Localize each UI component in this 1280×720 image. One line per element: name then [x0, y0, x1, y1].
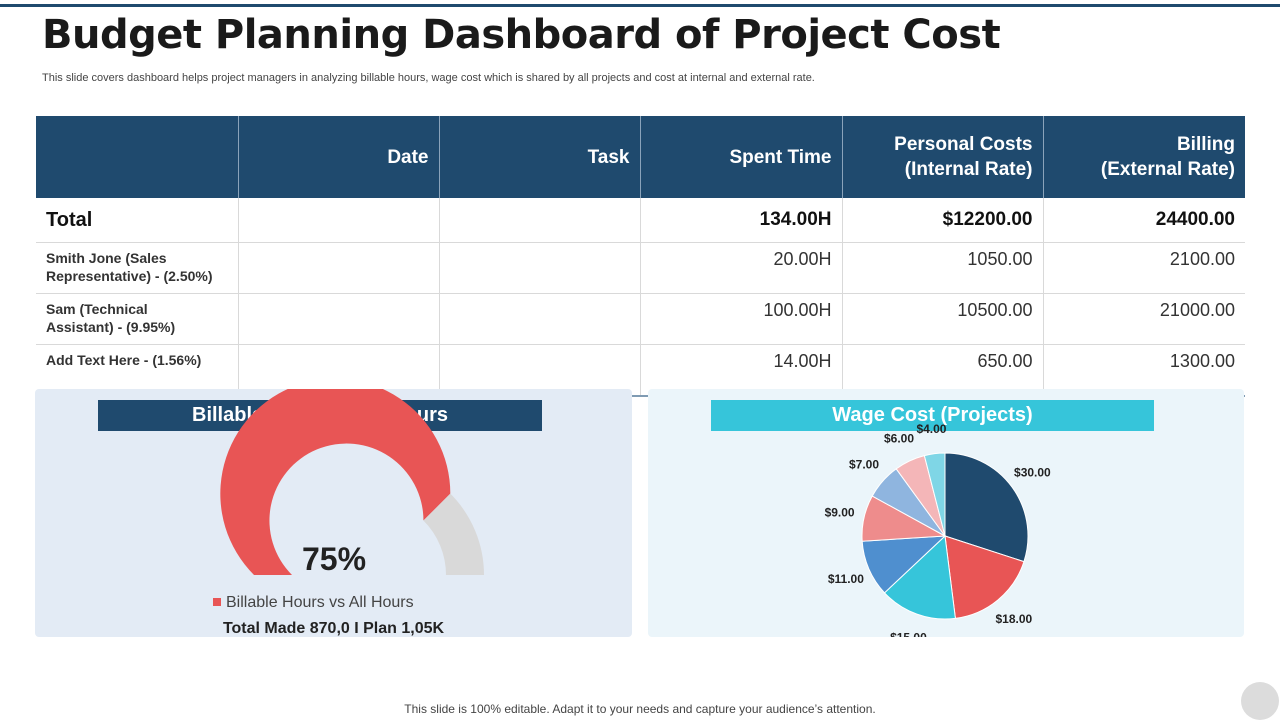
pie-slice	[883, 534, 956, 620]
row-name: Add Text Here - (1.56%)	[36, 344, 239, 397]
gauge-chart	[220, 389, 484, 575]
total-task	[439, 198, 641, 243]
pie-data-label: $11.00	[828, 572, 864, 586]
pie-chart: $30.00 $18.00 $15.00 $11.00 $9.00 $7.00 $6.00$…	[825, 422, 1051, 637]
table-row: Sam (Technical Assistant) - (9.95%) 100.0…	[36, 293, 1245, 345]
total-external-billing: 24400.00	[1043, 198, 1245, 243]
page-subtitle: This slide covers dashboard helps projec…	[42, 72, 815, 84]
row-date	[238, 242, 440, 294]
pie-panel-title: Wage Cost (Projects)	[711, 400, 1154, 431]
row-external-billing: 1300.00	[1043, 344, 1245, 397]
column-header	[36, 116, 239, 198]
table-header-row: Date Task Spent Time Personal Costs (Interna…	[36, 116, 1245, 198]
row-task	[439, 293, 641, 345]
pie-data-label: $18.00	[995, 612, 1032, 626]
table-row: Add Text Here - (1.56%) 14.00H 650.00 13…	[36, 344, 1245, 397]
pie-slice	[944, 452, 1029, 563]
pie-data-label: $9.00	[825, 505, 855, 519]
gauge-value-label: 75%	[301, 541, 367, 577]
column-header: Personal Costs (Internal Rate)	[842, 116, 1044, 198]
legend-swatch	[213, 598, 221, 606]
column-header: Billing (External Rate)	[1043, 116, 1245, 198]
pie-slice	[944, 535, 1025, 619]
page-title: Budget Planning Dashboard of Project Cos…	[42, 12, 1001, 58]
total-label: Total	[36, 198, 239, 243]
wage-cost-panel: Wage Cost (Projects) $30.00$18.00$15.00$…	[648, 389, 1244, 637]
cost-table: Date Task Spent Time Personal Costs (Interna…	[36, 116, 1245, 397]
pie-slice	[923, 452, 946, 537]
pie-data-label: $15.00	[890, 631, 927, 637]
gauge-legend: Billable Hours vs All Hours	[213, 594, 414, 612]
gauge-total-text: Total Made 870,0 I Plan 1,05K	[222, 620, 445, 637]
row-internal-cost: 10500.00	[842, 293, 1044, 345]
row-task	[439, 344, 641, 397]
row-date	[238, 293, 440, 345]
gauge-filled-arc	[220, 389, 451, 575]
total-date	[238, 198, 440, 243]
gauge-remaining-arc	[423, 493, 484, 575]
table-row-total: Total 134.00H $12200.00 24400.00	[36, 198, 1245, 243]
row-internal-cost: 650.00	[842, 344, 1044, 397]
column-header: Task	[439, 116, 641, 198]
table-row: Smith Jone (Sales Representative) - (2.50…	[36, 242, 1245, 294]
total-internal-cost: $12200.00	[842, 198, 1044, 243]
row-spent-time: 20.00H	[640, 242, 843, 294]
total-spent-time: 134.00H	[640, 198, 843, 243]
row-external-billing: 2100.00	[1043, 242, 1245, 294]
footer-note: This slide is 100% editable. Adapt it to…	[404, 702, 876, 716]
row-external-billing: 21000.00	[1043, 293, 1245, 345]
column-header: Spent Time	[640, 116, 843, 198]
top-rule	[0, 4, 1280, 7]
billable-hours-panel: Billable Hours vs All Hours 75% Billable…	[35, 389, 632, 637]
gauge-legend-label: Billable Hours vs All Hours	[226, 594, 414, 611]
pie-data-label: $4.00	[916, 422, 946, 436]
row-name: Sam (Technical Assistant) - (9.95%)	[36, 293, 239, 345]
row-internal-cost: 1050.00	[842, 242, 1044, 294]
column-header: Date	[238, 116, 440, 198]
pie-data-label: $7.00	[849, 458, 879, 472]
pie-data-label: $30.00	[1014, 466, 1051, 480]
row-name: Smith Jone (Sales Representative) - (2.50…	[36, 242, 239, 294]
row-spent-time: 100.00H	[640, 293, 843, 345]
corner-circle	[1241, 682, 1279, 720]
row-task	[439, 242, 641, 294]
pie-data-label: $6.00	[884, 431, 914, 445]
